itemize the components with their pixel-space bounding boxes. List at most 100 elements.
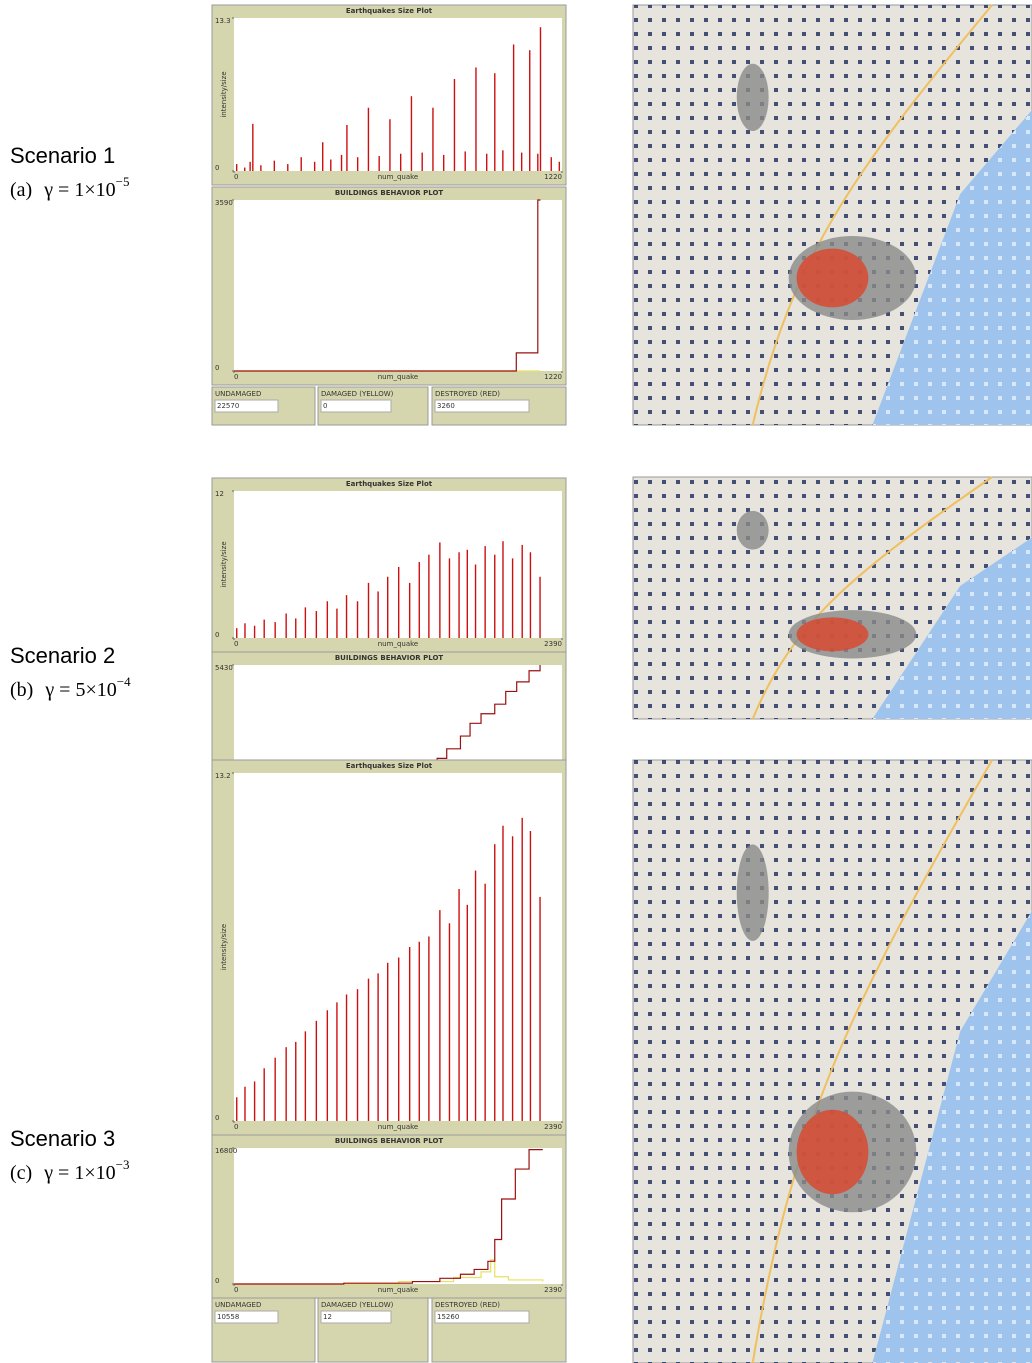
x-tick-label: 1220: [544, 173, 562, 181]
quake-spike: [458, 552, 459, 638]
quake-spike: [327, 1010, 328, 1121]
quake-spike: [559, 162, 560, 171]
quake-spike: [409, 947, 410, 1121]
y-tick-label: 0: [215, 364, 219, 372]
monitor-label: UNDAMAGED: [215, 390, 261, 398]
plot-area: [234, 1148, 562, 1284]
urban-gray-north: [737, 64, 769, 131]
quake-spike: [346, 994, 347, 1121]
quake-spike: [387, 963, 388, 1121]
quake-spike: [249, 162, 250, 171]
gamma-part: −3: [116, 1157, 130, 1172]
x-tick-label: 2390: [544, 640, 562, 648]
y-tick-label: 0: [215, 164, 219, 172]
quake-spike: [428, 555, 429, 638]
quake-spike: [346, 595, 347, 638]
quake-spike: [540, 27, 541, 171]
quake-spike: [432, 108, 433, 171]
quake-spike: [336, 609, 337, 638]
quake-spike: [475, 67, 476, 171]
quake-spike: [368, 108, 369, 171]
gamma-part: γ = 1×10: [43, 179, 115, 201]
quake-spike: [316, 611, 317, 638]
quake-spike: [428, 936, 429, 1121]
quake-spike: [346, 125, 347, 171]
scenario-gamma: (a)γ = 1×10−5: [10, 174, 129, 201]
quake-spike: [502, 541, 503, 638]
plot-title: Earthquakes Size Plot: [346, 762, 433, 770]
monitor-value: 22570: [217, 402, 239, 410]
quake-spike: [274, 1058, 275, 1121]
scenario-gamma: (b)γ = 5×10−4: [10, 674, 131, 701]
quake-spike: [295, 1042, 296, 1121]
quake-spike: [502, 150, 503, 171]
scenario-name: Scenario 1: [10, 143, 115, 168]
quake-spike: [419, 942, 420, 1121]
quake-spike: [336, 1002, 337, 1121]
quake-spike: [494, 73, 495, 171]
monitor-label: DESTROYED (RED): [435, 1301, 500, 1309]
quake-spike: [484, 884, 485, 1121]
quake-spike: [295, 618, 296, 638]
scenario-gamma: (c)γ = 1×10−3: [10, 1157, 129, 1184]
quake-spike: [537, 154, 538, 171]
y-tick-label: 0: [215, 1114, 219, 1122]
monitor-label: DAMAGED (YELLOW): [321, 1301, 394, 1309]
urban-gray-north: [737, 844, 769, 940]
quake-spike: [301, 157, 302, 171]
quake-spike: [465, 151, 466, 171]
quake-spike: [467, 905, 468, 1121]
quake-spike: [411, 96, 412, 171]
quake-spike: [274, 161, 275, 171]
quake-spike: [530, 831, 531, 1121]
gamma-part: (b): [10, 679, 33, 701]
x-tick-label: 0: [234, 1286, 238, 1294]
quake-spike: [409, 583, 410, 638]
quake-spike: [475, 565, 476, 639]
plot-title: Earthquakes Size Plot: [346, 7, 433, 15]
monitor-label: DESTROYED (RED): [435, 390, 500, 398]
quake-spike: [419, 562, 420, 638]
quake-spike: [254, 626, 255, 638]
quake-spike: [244, 168, 245, 171]
y-axis-label: intensity/size: [220, 71, 228, 117]
quake-spike: [494, 555, 495, 638]
quake-spike: [341, 155, 342, 171]
quake-spike: [539, 897, 540, 1121]
y-tick-label: 3590: [215, 199, 233, 207]
monitor-value: 0: [323, 402, 327, 410]
x-axis-label: num_quake: [378, 173, 418, 181]
quake-spike: [398, 567, 399, 638]
quake-spike: [305, 607, 306, 638]
y-tick-label: 13.3: [215, 17, 231, 25]
x-axis-label: num_quake: [378, 1123, 418, 1131]
quake-spike: [494, 844, 495, 1121]
x-tick-label: 0: [234, 173, 238, 181]
quake-spike: [254, 1081, 255, 1121]
quake-spike: [285, 1047, 286, 1121]
gamma-part: γ = 1×10: [43, 1162, 115, 1184]
quake-spike: [513, 44, 514, 171]
monitor-box: [321, 400, 391, 412]
x-tick-label: 2390: [544, 1123, 562, 1131]
quake-spike: [443, 155, 444, 171]
monitor-label: UNDAMAGED: [215, 1301, 261, 1309]
y-axis-label: intensity/size: [220, 541, 228, 587]
quake-spike: [387, 577, 388, 638]
quake-spike: [316, 1021, 317, 1121]
monitor-value: 3260: [437, 402, 455, 410]
quake-spike: [551, 157, 552, 171]
quake-spike: [512, 836, 513, 1121]
quake-spike: [449, 558, 450, 638]
plot-title: BUILDINGS BEHAVIOR PLOT: [335, 189, 444, 197]
damage-area: [797, 249, 869, 308]
plot-area: [234, 18, 562, 171]
quake-spike: [529, 50, 530, 171]
x-tick-label: 0: [234, 640, 238, 648]
quake-spike: [512, 558, 513, 638]
plot-title: Earthquakes Size Plot: [346, 480, 433, 488]
x-axis-label: num_quake: [378, 373, 418, 381]
quake-spike: [236, 628, 237, 638]
quake-spike: [377, 591, 378, 638]
scenario-name: Scenario 3: [10, 1126, 115, 1151]
